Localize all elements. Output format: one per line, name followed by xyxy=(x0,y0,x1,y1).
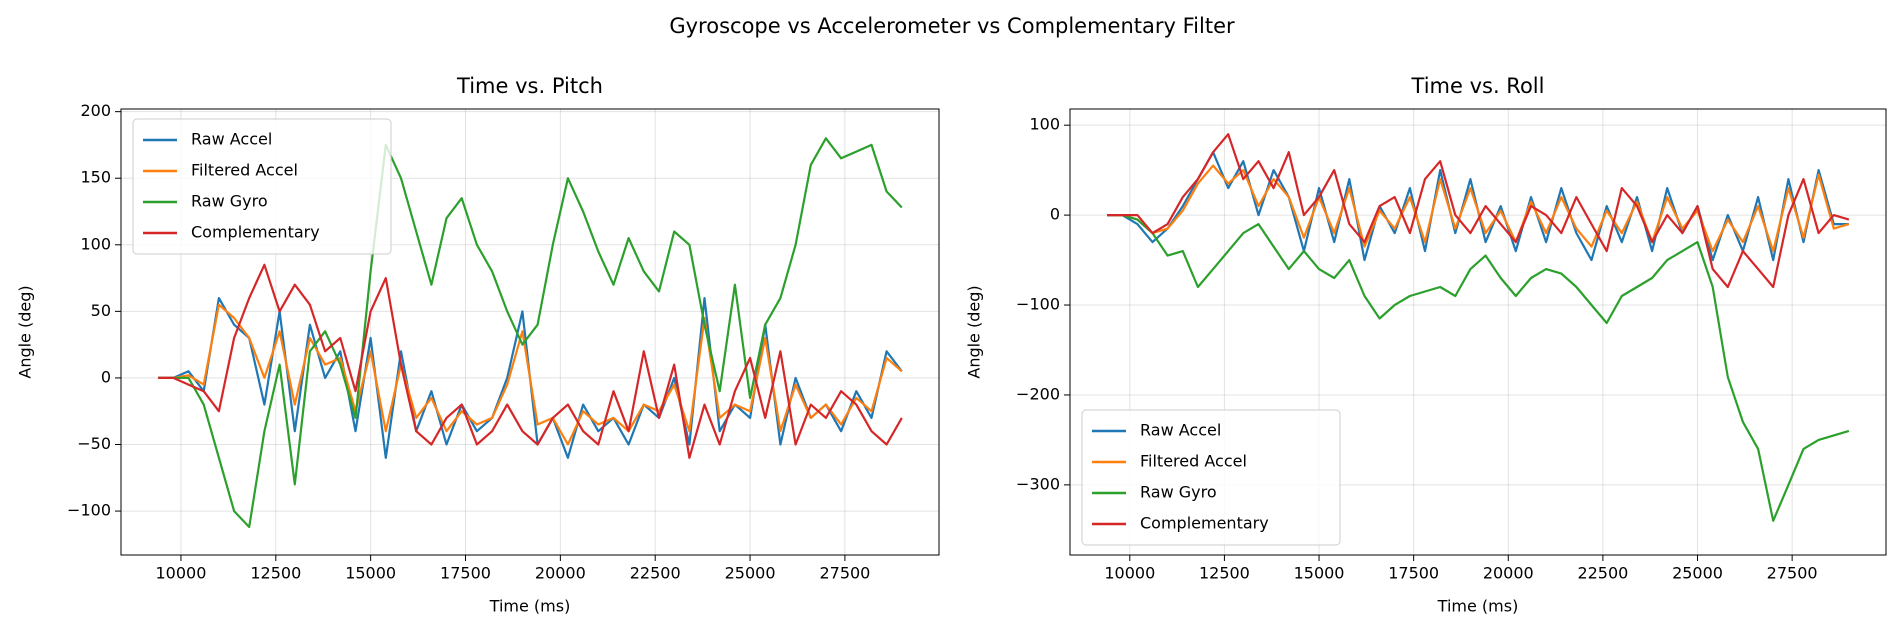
x-axis-label: Time (ms) xyxy=(1437,597,1519,616)
y-tick-label: 100 xyxy=(1029,115,1060,134)
y-tick-label: 200 xyxy=(80,101,111,120)
legend-label: Raw Gyro xyxy=(191,192,268,211)
y-tick-label: 0 xyxy=(1050,205,1060,224)
legend-label: Raw Gyro xyxy=(1140,483,1217,502)
x-tick-label: 20000 xyxy=(535,564,586,583)
y-tick-label: 0 xyxy=(101,367,111,386)
axes-title: Time vs. Roll xyxy=(1411,74,1545,98)
x-tick-label: 27500 xyxy=(1767,564,1818,583)
axes-frame xyxy=(1069,108,1887,556)
x-tick-label: 15000 xyxy=(1294,564,1345,583)
line-series xyxy=(1107,133,1850,289)
line-series xyxy=(1107,214,1850,522)
x-tick-label: 22500 xyxy=(1577,564,1628,583)
x-tick-label: 12500 xyxy=(250,564,301,583)
line-series xyxy=(158,137,903,529)
line-series xyxy=(1107,164,1850,253)
line-series xyxy=(158,263,903,459)
x-tick-label: 20000 xyxy=(1483,564,1534,583)
x-tick-label: 10000 xyxy=(155,564,206,583)
x-tick-label: 15000 xyxy=(345,564,396,583)
x-tick-label: 17500 xyxy=(1388,564,1439,583)
figure-title: Gyroscope vs Accelerometer vs Complement… xyxy=(669,14,1235,38)
x-tick-label: 12500 xyxy=(1199,564,1250,583)
x-tick-label: 27500 xyxy=(819,564,870,583)
x-tick-label: 25000 xyxy=(1672,564,1723,583)
legend-label: Filtered Accel xyxy=(1140,452,1247,471)
y-tick-label: −200 xyxy=(1016,384,1060,403)
legend-label: Filtered Accel xyxy=(191,161,298,180)
legend-box xyxy=(132,118,392,255)
x-tick-label: 25000 xyxy=(725,564,776,583)
y-tick-label: 100 xyxy=(80,234,111,253)
axes-frame xyxy=(120,108,940,556)
y-tick-label: 50 xyxy=(91,301,111,320)
x-tick-label: 10000 xyxy=(1104,564,1155,583)
y-tick-label: −300 xyxy=(1016,474,1060,493)
line-series xyxy=(1107,151,1849,262)
y-tick-label: −100 xyxy=(67,501,111,520)
y-tick-label: −50 xyxy=(77,434,111,453)
legend-label: Raw Accel xyxy=(1140,421,1221,440)
x-axis-label: Time (ms) xyxy=(489,597,571,616)
x-tick-label: 17500 xyxy=(440,564,491,583)
legend-label: Complementary xyxy=(191,223,320,242)
legend-label: Raw Accel xyxy=(191,130,272,149)
y-tick-label: −100 xyxy=(1016,295,1060,314)
y-tick-label: 150 xyxy=(80,168,111,187)
axes-title: Time vs. Pitch xyxy=(456,74,603,98)
line-series xyxy=(158,303,903,446)
legend-label: Complementary xyxy=(1140,514,1269,533)
y-axis-label: Angle (deg) xyxy=(965,285,984,378)
y-axis-label: Angle (deg) xyxy=(16,285,35,378)
x-tick-label: 22500 xyxy=(630,564,681,583)
legend-box xyxy=(1081,409,1341,546)
